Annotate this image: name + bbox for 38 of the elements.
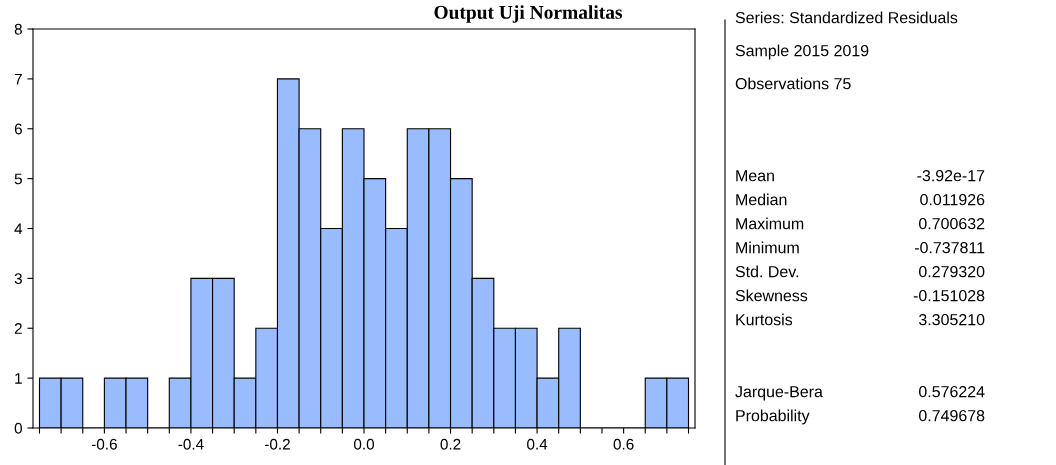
text: 0.279320 — [919, 265, 985, 278]
y-tick-label: 0 — [14, 422, 22, 434]
y-tick-label: 1 — [15, 373, 22, 384]
text: Minimum — [736, 241, 799, 254]
x-tick-label: -0.6 — [91, 438, 117, 450]
x-tick-label: 0.2 — [440, 438, 461, 450]
text: Median — [736, 193, 787, 206]
text: Probability — [736, 409, 810, 425]
y-tick-label: 7 — [14, 73, 22, 85]
y-tick-label: 4 — [14, 223, 23, 235]
text: Series: Standardized Residuals — [735, 11, 958, 24]
text: 0.700632 — [919, 217, 985, 230]
text: 0.576224 — [919, 385, 985, 398]
x-tick-label: -0.2 — [264, 438, 290, 450]
x-tick-label: 0.4 — [527, 438, 548, 450]
y-tick-label: 3 — [14, 273, 22, 285]
text: Observations 75 — [735, 77, 851, 90]
y-tick-label: 5 — [14, 173, 22, 185]
text: -3.92e-17 — [917, 169, 985, 182]
text: -0.151028 — [913, 289, 985, 302]
text: Kurtosis — [736, 313, 793, 326]
y-tick-label: 6 — [14, 123, 22, 135]
text: 3.305210 — [919, 313, 985, 326]
text: Skewness — [735, 289, 808, 302]
text: Maximum — [736, 217, 804, 230]
text: Jarque-Bera — [735, 386, 823, 401]
text: Std. Dev. — [735, 265, 799, 278]
text: Sample 2015 2019 — [735, 44, 869, 60]
y-tick-label: 8 — [14, 23, 22, 35]
y-tick-label: 2 — [14, 323, 22, 334]
chart-title: Output Uji Normalitas — [434, 5, 623, 23]
x-tick-label: 0.0 — [353, 438, 375, 450]
x-tick-label: 0.6 — [613, 438, 634, 450]
x-tick-label: -0.4 — [178, 438, 204, 450]
text: Mean — [736, 170, 774, 182]
text: 0.011926 — [920, 193, 985, 206]
text: -0.737811 — [914, 241, 985, 254]
text: 0.749678 — [919, 409, 985, 422]
